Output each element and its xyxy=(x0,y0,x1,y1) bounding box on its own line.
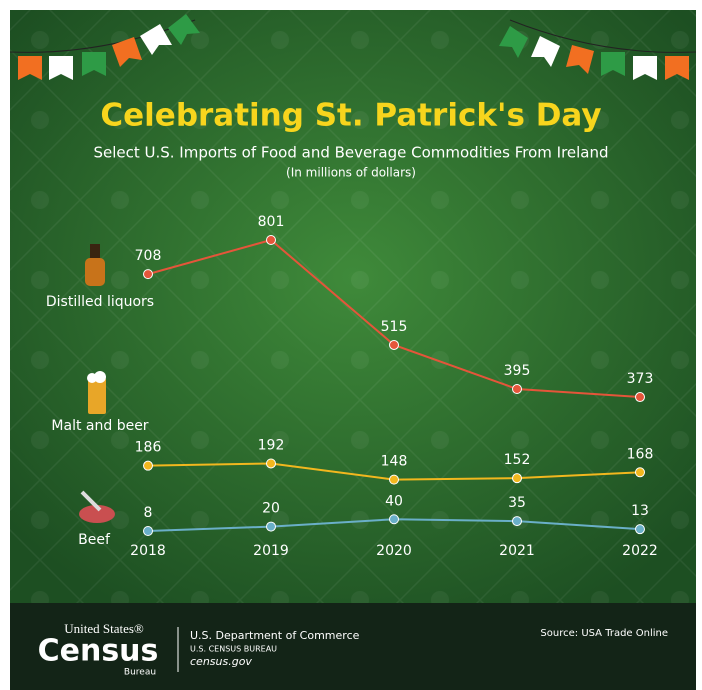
data-label: 35 xyxy=(508,495,526,511)
data-label: 40 xyxy=(385,493,403,509)
legend-label: Beef xyxy=(78,532,111,548)
data-label: 13 xyxy=(631,503,649,519)
department: U.S. Department of Commerce xyxy=(190,629,360,642)
source: Source: USA Trade Online xyxy=(540,628,668,639)
point xyxy=(390,340,399,349)
point xyxy=(513,517,522,526)
point xyxy=(267,522,276,531)
data-label: 395 xyxy=(504,363,531,379)
data-label: 192 xyxy=(258,437,285,453)
data-label: 152 xyxy=(504,452,531,468)
point xyxy=(390,515,399,524)
data-label: 168 xyxy=(627,446,654,462)
subtitle: Select U.S. Imports of Food and Beverage… xyxy=(93,144,608,162)
data-label: 148 xyxy=(381,454,408,470)
x-tick-label: 2019 xyxy=(253,543,289,559)
legend-label: Distilled liquors xyxy=(46,294,154,310)
point xyxy=(144,461,153,470)
point xyxy=(513,474,522,483)
chart-title: Celebrating St. Patrick's Day xyxy=(100,98,601,134)
legend-label: Malt and beer xyxy=(51,418,148,434)
unit-note: (In millions of dollars) xyxy=(286,166,416,180)
data-label: 708 xyxy=(135,248,162,264)
point xyxy=(144,527,153,536)
point xyxy=(267,236,276,245)
x-tick-label: 2022 xyxy=(622,543,658,559)
point xyxy=(636,525,645,534)
data-label: 8 xyxy=(144,505,153,521)
point xyxy=(390,475,399,484)
data-label: 515 xyxy=(381,319,408,335)
point xyxy=(636,393,645,402)
point xyxy=(636,468,645,477)
point xyxy=(144,270,153,279)
data-label: 373 xyxy=(627,371,654,387)
x-tick-label: 2020 xyxy=(376,543,412,559)
logo-main: Census xyxy=(38,634,159,669)
logo-sub: Bureau xyxy=(124,668,156,678)
bureau: U.S. CENSUS BUREAU xyxy=(190,645,277,654)
point xyxy=(267,459,276,468)
website: census.gov xyxy=(190,655,252,668)
data-label: 801 xyxy=(258,214,285,230)
data-label: 186 xyxy=(135,440,162,456)
x-tick-label: 2018 xyxy=(130,543,166,559)
infographic: Celebrating St. Patrick's Day Select U.S… xyxy=(0,0,702,690)
x-tick-label: 2021 xyxy=(499,543,535,559)
data-label: 20 xyxy=(262,501,280,517)
point xyxy=(513,384,522,393)
